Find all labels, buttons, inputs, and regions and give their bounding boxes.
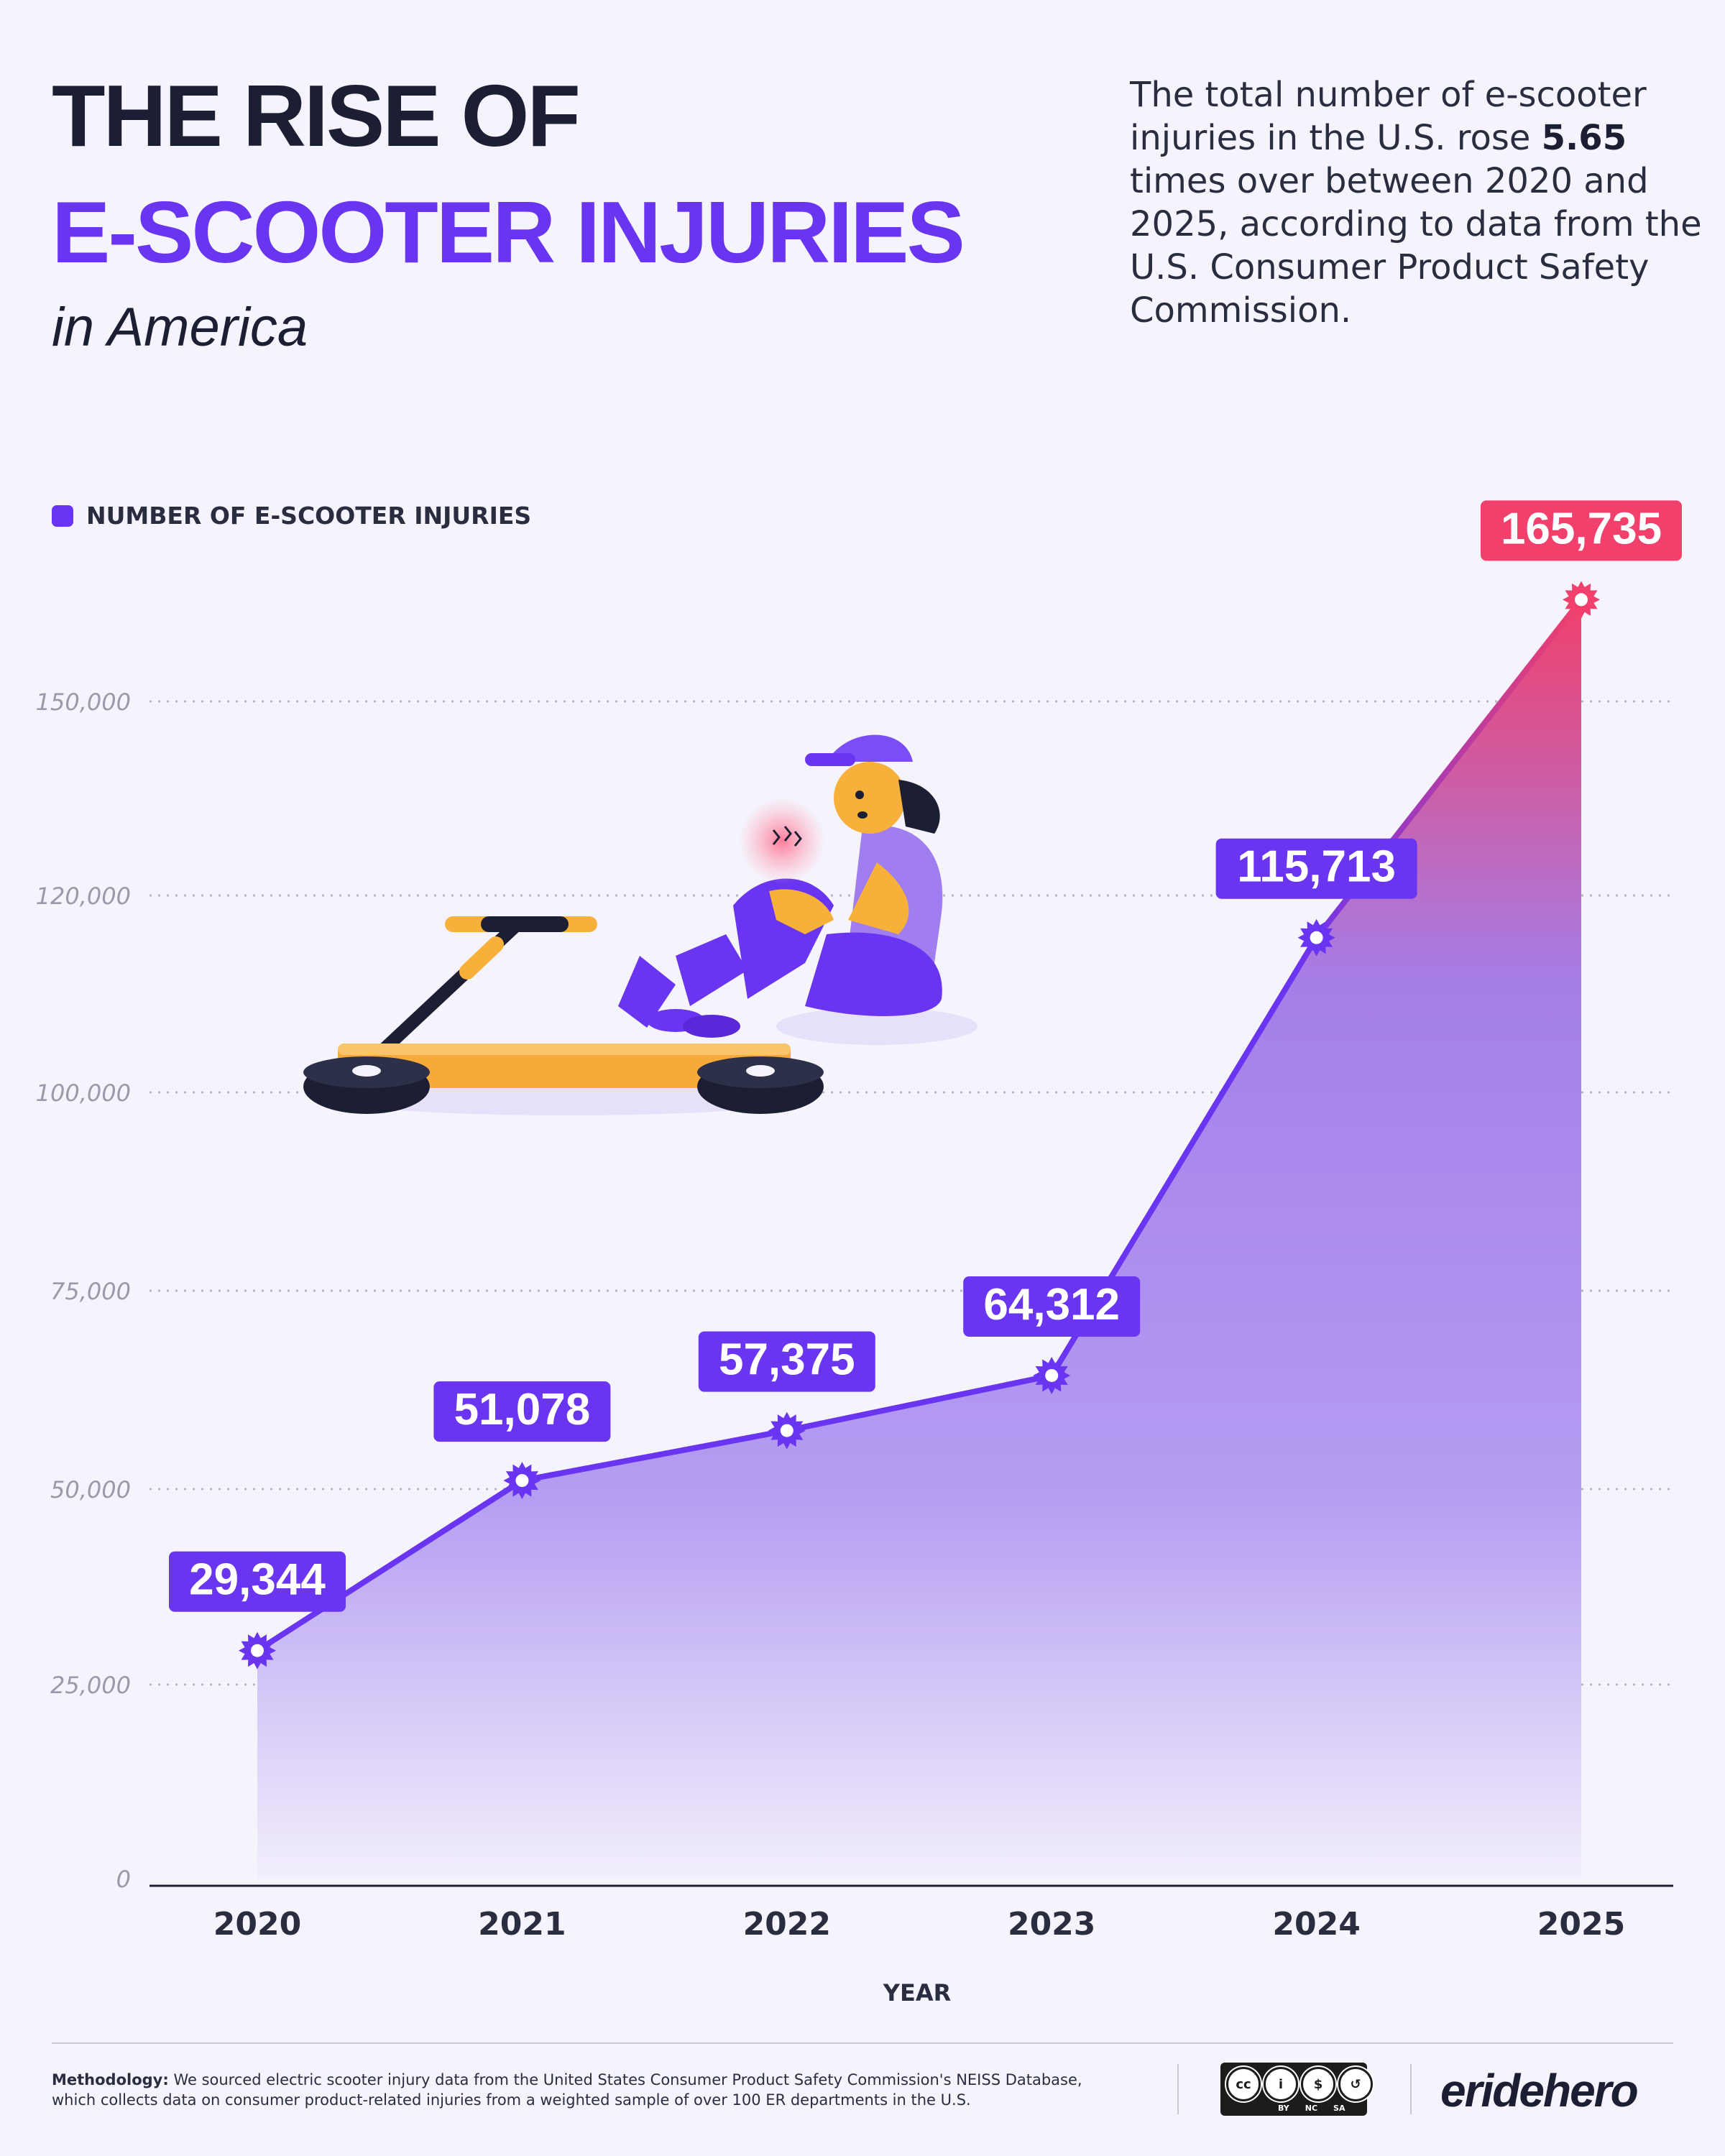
title-line-2: E-SCOOTER INJURIES [52,183,965,281]
x-tick-label: 2020 [213,1906,301,1943]
footer-separator [1177,2064,1179,2114]
methodology-note: Methodology: We sourced electric scooter… [52,2070,1130,2110]
cc-icon: cc [1226,2067,1261,2101]
y-tick-label: 0 [116,1866,131,1893]
value-label: 165,735 [1481,500,1682,561]
data-point [239,1631,276,1669]
footer-separator [1410,2064,1412,2114]
legend-swatch [52,505,73,527]
title-line-1: THE RISE OF [52,67,581,165]
series-area [257,599,1581,1879]
value-label: 29,344 [169,1551,346,1612]
injured-rider-illustration [303,734,978,1115]
y-tick-label: 50,000 [50,1476,131,1503]
x-axis-title: YEAR [883,1979,951,2007]
data-point [768,1411,806,1450]
y-tick-label: 75,000 [50,1278,131,1305]
intro-text-2: times over between 2020 and 2025, accord… [1130,161,1702,331]
x-tick-label: 2023 [1008,1906,1095,1943]
intro-text-1: The total number of e-scooter injuries i… [1130,75,1647,158]
value-label-text: 64,312 [983,1280,1120,1330]
y-tick-label: 100,000 [36,1079,131,1107]
x-tick-label: 2024 [1272,1906,1360,1943]
intro-highlight: 5.65 [1541,118,1627,158]
license-nc: NC [1305,2104,1318,2113]
value-label: 115,713 [1215,838,1417,899]
value-label-text: 57,375 [719,1335,855,1385]
value-label-text: 51,078 [454,1385,591,1434]
value-label: 51,078 [433,1381,611,1442]
methodology-label: Methodology: [52,2071,169,2088]
data-point [1033,1356,1071,1394]
methodology-text: We sourced electric scooter injury data … [52,2071,1082,2109]
cc-license-badge: cc i $ ↺ BY NC SA [1220,2063,1373,2116]
x-tick-label: 2022 [743,1906,831,1943]
attribution-icon: i [1264,2067,1298,2101]
license-by: BY [1278,2104,1289,2113]
intro-paragraph: The total number of e-scooter injuries i… [1130,73,1705,332]
license-sa: SA [1333,2104,1346,2113]
noncommercial-icon: $ [1301,2067,1335,2101]
value-label: 64,312 [963,1276,1141,1337]
value-label-text: 29,344 [189,1555,326,1605]
data-point [1563,581,1600,619]
area-chart: 0 25,000 50,000 75,000 100,000 120,000 150,000 [36,500,1682,2007]
title-line-3: in America [52,297,308,358]
legend-label: NUMBER OF E-SCOOTER INJURIES [86,502,532,530]
value-label-text: 165,735 [1501,504,1662,553]
value-label: 57,375 [698,1331,875,1392]
chart-legend: NUMBER OF E-SCOOTER INJURIES [52,502,531,530]
data-point [1297,918,1335,957]
sharealike-icon: ↺ [1338,2067,1373,2101]
brand-logo: eridehero [1440,2065,1639,2116]
y-tick-label: 120,000 [36,883,131,910]
y-tick-label: 25,000 [50,1672,131,1699]
y-tick-label: 150,000 [36,688,131,716]
x-tick-label: 2025 [1537,1906,1625,1943]
x-tick-label: 2021 [478,1906,566,1943]
value-label-text: 115,713 [1237,842,1396,892]
footer-divider [52,2042,1673,2044]
data-point [503,1462,541,1500]
